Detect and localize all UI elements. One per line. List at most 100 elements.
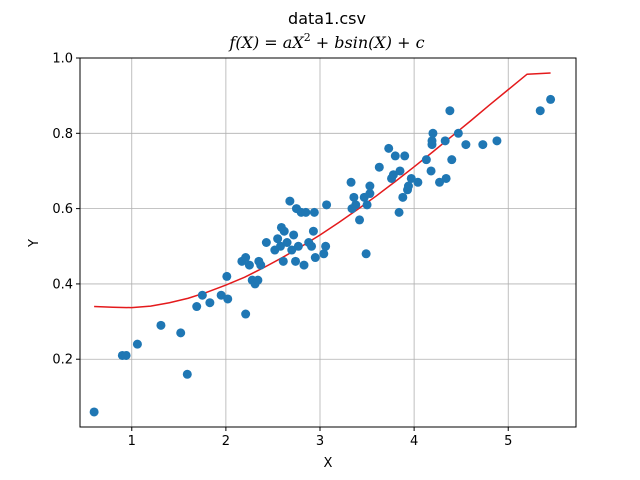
scatter-point: [351, 200, 361, 210]
scatter-point: [426, 166, 436, 176]
scatter-point: [182, 369, 192, 379]
scatter-point: [278, 256, 288, 266]
scatter-points: [89, 94, 556, 417]
scatter-point: [301, 207, 311, 217]
scatter-point: [244, 260, 254, 270]
x-tick-label: 1: [128, 434, 136, 449]
scatter-point: [309, 207, 319, 217]
scatter-point: [176, 328, 186, 338]
y-tick-label: 0.2: [52, 353, 73, 368]
scatter-point: [492, 136, 502, 146]
scatter-point: [406, 173, 416, 183]
scatter-point: [461, 140, 471, 150]
scatter-point: [403, 181, 413, 191]
scatter-point: [355, 215, 365, 225]
x-tick-label: 3: [316, 434, 324, 449]
scatter-point: [546, 94, 556, 104]
scatter-point: [253, 275, 263, 285]
scatter-point: [349, 192, 359, 202]
scatter-point: [256, 260, 266, 270]
scatter-point: [299, 260, 309, 270]
scatter-point: [346, 177, 356, 187]
scatter-point: [400, 151, 410, 161]
scatter-point: [310, 253, 320, 263]
y-tick-label: 0.6: [52, 202, 73, 217]
subtitle-c: c: [416, 33, 425, 52]
y-axis-ticks: 0.2 0.4 0.6 0.8 1.0: [52, 52, 80, 368]
scatter-point: [362, 200, 372, 210]
scatter-point: [427, 136, 437, 146]
x-tick-label: 4: [410, 434, 418, 449]
fit-curve-layer: [94, 72, 551, 309]
x-axis-label: X: [324, 456, 333, 471]
scatter-point: [447, 155, 457, 165]
subtitle-plus2: +: [392, 33, 416, 52]
scatter-point: [291, 256, 301, 266]
chart-subtitle: f(X) = aX2 + bsin(X) + c: [228, 31, 424, 52]
scatter-point: [388, 170, 398, 180]
scatter-point: [319, 249, 329, 259]
scatter-point: [216, 290, 226, 300]
scatter-point: [156, 320, 166, 330]
scatter-point: [374, 162, 384, 172]
y-tick-label: 0.8: [52, 127, 73, 142]
scatter-point: [445, 106, 455, 116]
scatter-point: [435, 177, 445, 187]
scatter-point: [321, 241, 331, 251]
scatter-point: [261, 238, 271, 247]
plot-frame: [79, 57, 577, 428]
x-tick-label: 5: [504, 434, 512, 449]
subtitle-a: aX: [283, 33, 305, 52]
scatter-point: [223, 294, 233, 304]
scatter-point: [478, 140, 488, 150]
subtitle-exp: 2: [304, 31, 311, 44]
y-axis-label: Y: [27, 239, 42, 248]
scatter-point: [287, 245, 297, 255]
scatter-point: [132, 339, 142, 349]
scatter-point: [285, 196, 295, 206]
scatter-point: [365, 189, 375, 199]
subtitle-b: bsin(X): [334, 33, 392, 52]
y-tick-label: 0.4: [52, 277, 73, 292]
scatter-point: [398, 192, 408, 202]
scatter-point: [413, 177, 423, 187]
scatter-point: [279, 226, 289, 236]
scatter-point: [308, 226, 318, 236]
scatter-point: [205, 298, 215, 308]
scatter-point: [192, 302, 202, 312]
y-tick-label: 1.0: [52, 52, 73, 67]
scatter-point: [361, 249, 371, 259]
scatter-point: [222, 271, 232, 281]
scatter-point: [365, 181, 375, 191]
scatter-point: [289, 230, 299, 240]
x-axis-ticks: 1 2 3 4 5: [128, 427, 512, 449]
scatter-point: [307, 241, 317, 251]
scatter-point: [322, 200, 332, 210]
scatter-point: [275, 241, 285, 251]
scatter-point: [293, 241, 303, 251]
scatter-point: [89, 407, 99, 417]
scatter-point: [121, 350, 131, 360]
scatter-point: [535, 106, 545, 116]
x-tick-label: 2: [222, 434, 230, 449]
scatter-point: [197, 290, 207, 300]
scatter-point: [282, 238, 292, 247]
fit-curve: [94, 72, 551, 309]
scatter-point: [441, 173, 451, 183]
scatter-point: [440, 136, 450, 146]
subtitle-eq: =: [259, 33, 283, 52]
subtitle-plus1: +: [311, 33, 335, 52]
scatter-point: [421, 155, 431, 165]
scatter-point: [453, 128, 463, 138]
chart-title: data1.csv: [288, 9, 366, 28]
scatter-point: [241, 253, 251, 263]
subtitle-lhs: f(X): [228, 33, 259, 52]
scatter-point: [395, 166, 405, 176]
scatter-point: [428, 128, 438, 138]
scatter-point: [273, 234, 283, 244]
scatter-point: [390, 151, 400, 161]
scatter-point: [394, 207, 404, 217]
scatter-point: [384, 143, 394, 153]
scatter-point: [241, 309, 251, 319]
